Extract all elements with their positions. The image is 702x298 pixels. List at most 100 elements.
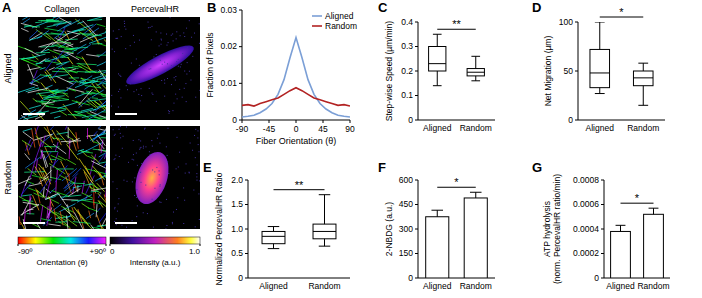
y-tick [415, 22, 418, 23]
colorbar-tick-label: 1.0 [189, 247, 201, 256]
fiber [29, 105, 41, 108]
box [313, 224, 336, 239]
noise [170, 17, 171, 18]
noise [173, 212, 174, 213]
y-tick-label: 0.0006 [573, 199, 599, 209]
noise [173, 40, 174, 41]
significance: ** [452, 18, 461, 30]
whisker-cap [638, 105, 648, 106]
noise [195, 97, 196, 98]
fiber [104, 194, 106, 202]
noise [196, 173, 197, 174]
noise [137, 205, 138, 206]
median [262, 236, 285, 237]
noise [114, 208, 115, 209]
colorbar-label: Intensity (a.u.) [130, 258, 181, 267]
fiber [20, 101, 30, 112]
fiber [50, 166, 51, 178]
series-line [242, 38, 350, 118]
fiber [94, 117, 106, 119]
noise [160, 33, 161, 34]
fiber [50, 110, 66, 114]
error-bar [620, 225, 621, 231]
noise [133, 35, 134, 36]
cell [129, 148, 174, 209]
fiber [55, 221, 67, 222]
fiber [65, 31, 69, 39]
cell [122, 39, 198, 91]
fiber [53, 144, 66, 154]
noise [141, 147, 142, 148]
y-tick-label: 0.3 [401, 41, 413, 51]
x-axis [578, 120, 665, 121]
fiber [68, 127, 69, 138]
noise [178, 166, 179, 167]
y-tick-label: 0.0002 [573, 248, 599, 258]
panel-letter: B [207, 0, 216, 15]
noise [118, 91, 119, 92]
fiber [24, 171, 45, 173]
fiber [89, 135, 94, 143]
fiber [45, 147, 52, 163]
plot-area [426, 192, 488, 278]
significance: * [619, 6, 624, 18]
noise [177, 98, 178, 99]
chart-panel: C00.10.20.30.4Step-wise Speed (µm/min)Al… [378, 0, 495, 133]
noise [160, 60, 161, 61]
fiber [58, 137, 62, 145]
x-tick [323, 120, 324, 123]
noise [167, 161, 168, 162]
y-tick [245, 229, 248, 230]
fiber [46, 193, 59, 199]
box [262, 231, 285, 243]
noise [132, 220, 133, 221]
fiber [33, 195, 39, 210]
noise [124, 26, 125, 27]
fiber [42, 102, 55, 104]
y-tick-label: 1.5 [231, 199, 243, 209]
bar [611, 231, 631, 278]
fiber [71, 77, 78, 82]
fiber [21, 57, 35, 60]
noise [124, 21, 125, 22]
fiber [86, 142, 103, 151]
noise [119, 89, 120, 90]
noise [149, 151, 150, 152]
scale-bar [115, 113, 137, 115]
y-tick [415, 204, 418, 205]
fiber [97, 55, 106, 56]
fiber [36, 92, 51, 94]
noise [180, 35, 181, 36]
fiber [105, 157, 106, 165]
fiber [99, 150, 106, 157]
noise [145, 185, 146, 186]
noise [197, 137, 198, 138]
y-tick-label: 0 [568, 115, 573, 125]
noise [139, 65, 140, 66]
fiber [91, 155, 100, 163]
fiber [99, 143, 100, 150]
colorbar-tick [110, 244, 111, 246]
noise [125, 48, 126, 49]
y-tick-label: 300 [399, 224, 413, 234]
fiber [65, 39, 78, 41]
scale-bar [23, 222, 45, 224]
fiber [93, 149, 106, 151]
box [633, 71, 653, 86]
noise [183, 223, 184, 224]
noise [118, 73, 119, 74]
median [467, 72, 484, 73]
fiber [40, 68, 46, 70]
noise [160, 202, 161, 203]
noise [123, 180, 124, 181]
noise [141, 95, 142, 96]
noise [115, 134, 116, 135]
fiber [83, 152, 93, 153]
bar [464, 198, 487, 278]
x-axis [418, 120, 495, 121]
noise [141, 163, 142, 164]
noise [176, 61, 177, 62]
fiber [21, 28, 28, 31]
noise [138, 94, 139, 95]
fiber [22, 17, 28, 20]
